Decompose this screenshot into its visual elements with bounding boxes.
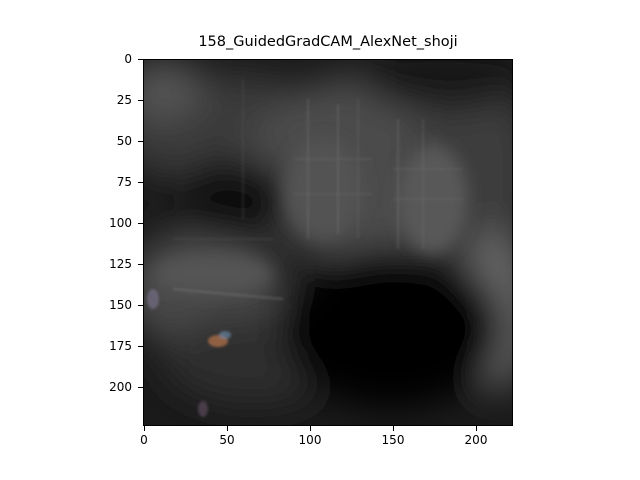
x-tick-mark	[393, 426, 394, 431]
y-tick-mark	[138, 100, 143, 101]
x-tick-label: 0	[140, 433, 148, 447]
y-tick-mark	[138, 141, 143, 142]
x-tick-label: 50	[219, 433, 235, 447]
y-tick-label: 125	[109, 257, 132, 271]
y-tick-mark	[138, 223, 143, 224]
figure-title: 158_GuidedGradCAM_AlexNet_shoji	[198, 34, 458, 50]
y-tick-mark	[138, 387, 143, 388]
x-tick-mark	[144, 426, 145, 431]
x-tick-mark	[310, 426, 311, 431]
y-tick-mark	[138, 305, 143, 306]
y-tick-mark	[138, 59, 143, 60]
y-tick-mark	[138, 346, 143, 347]
y-tick-label: 25	[116, 93, 132, 107]
y-tick-label: 75	[116, 175, 132, 189]
x-tick-label: 200	[464, 433, 488, 447]
guided-gradcam-image	[143, 59, 513, 426]
heatmap-image	[143, 59, 513, 426]
x-tick-mark	[476, 426, 477, 431]
y-tick-label: 100	[109, 216, 132, 230]
y-tick-mark	[138, 182, 143, 183]
x-tick-label: 150	[381, 433, 405, 447]
y-tick-mark	[138, 264, 143, 265]
y-tick-label: 50	[116, 134, 132, 148]
y-tick-label: 150	[109, 298, 132, 312]
x-tick-mark	[227, 426, 228, 431]
y-tick-label: 0	[124, 52, 132, 66]
y-tick-label: 200	[109, 380, 132, 394]
y-tick-label: 175	[109, 339, 132, 353]
x-tick-label: 100	[298, 433, 322, 447]
